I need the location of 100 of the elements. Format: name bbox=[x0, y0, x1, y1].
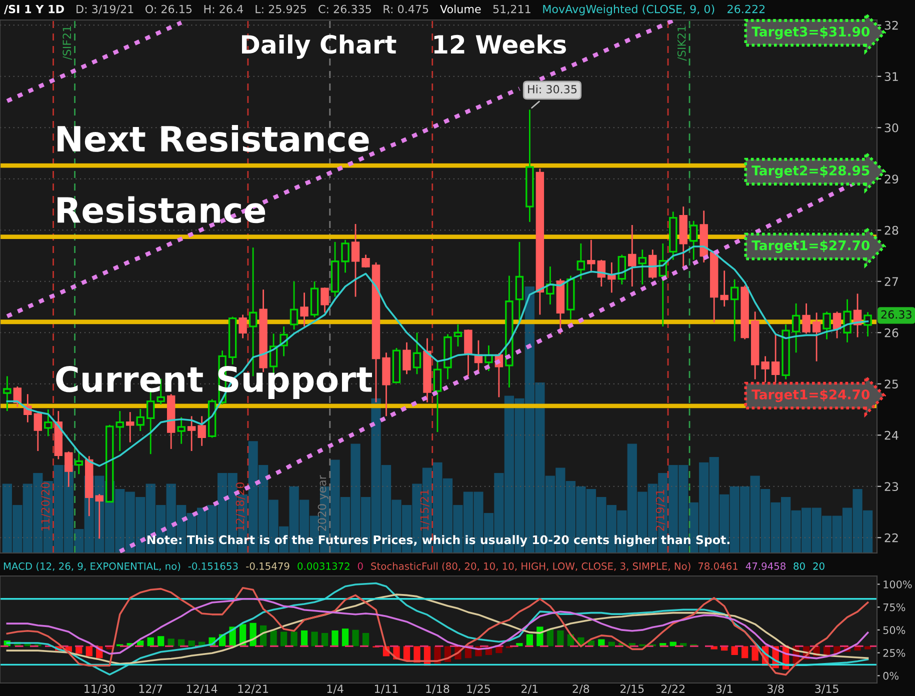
candlestick bbox=[177, 416, 186, 445]
x-tick-label: 2/15 bbox=[620, 684, 644, 694]
x-tick-label: 12/21 bbox=[238, 684, 268, 694]
text: 0.0031372 bbox=[298, 562, 350, 570]
text: C: 26.335 bbox=[318, 4, 371, 14]
candlestick bbox=[44, 408, 52, 437]
annotation: 2020 year bbox=[318, 475, 328, 531]
bar bbox=[290, 632, 298, 646]
text: D: 3/19/21 bbox=[76, 4, 134, 14]
bar bbox=[864, 646, 872, 650]
annotation: /SIF21 bbox=[62, 26, 72, 60]
bar bbox=[300, 630, 308, 646]
y-tick-label: 29 bbox=[884, 174, 898, 184]
candlestick bbox=[536, 168, 544, 316]
text: Daily Chart 12 Weeks bbox=[242, 34, 566, 59]
annotation: /SIK21 bbox=[677, 26, 687, 61]
candlestick bbox=[638, 248, 646, 286]
text: H: 26.4 bbox=[204, 4, 243, 14]
annotation: Target2=$28.95 bbox=[752, 165, 870, 178]
candlestick bbox=[351, 223, 360, 298]
text: MovAvgWeighted (CLOSE, 9, 0) bbox=[543, 4, 714, 16]
bar bbox=[342, 628, 349, 646]
x-tick-label: 12/7 bbox=[139, 684, 162, 694]
y-tick-label: 27 bbox=[884, 277, 898, 286]
text: -0.151653 bbox=[188, 562, 238, 570]
bar bbox=[86, 646, 92, 656]
candlestick bbox=[238, 314, 247, 339]
candlestick bbox=[576, 242, 586, 280]
candlestick bbox=[126, 411, 134, 443]
bar bbox=[270, 630, 277, 646]
annotation: Target1=$24.70 bbox=[752, 389, 870, 402]
candlestick bbox=[3, 375, 12, 412]
bar bbox=[526, 634, 534, 646]
candlestick bbox=[812, 312, 821, 362]
x-tick-label: 1/4 bbox=[327, 684, 344, 694]
text: /SI 1 Y 1D bbox=[4, 4, 64, 14]
y-tick-label: 22 bbox=[884, 533, 898, 542]
y-tick-label: 25% bbox=[883, 649, 906, 657]
candlestick bbox=[843, 298, 852, 344]
y-tick-label: 23 bbox=[884, 482, 898, 492]
candlestick bbox=[116, 410, 124, 452]
ref-line-label: Next Resistance bbox=[58, 125, 369, 152]
x-tick-label: 2/22 bbox=[661, 684, 684, 694]
annotation: 11/20/20 bbox=[41, 482, 50, 530]
text: 51,211 bbox=[493, 4, 530, 14]
candlestick bbox=[730, 278, 739, 342]
bar bbox=[742, 646, 748, 658]
annotation: Hi: 30.35 bbox=[528, 84, 577, 94]
x-tick-label: 1/11 bbox=[374, 684, 398, 694]
x-tick-label: 3/1 bbox=[716, 684, 732, 694]
text: L: 25.925 bbox=[256, 4, 306, 14]
candlestick bbox=[628, 224, 636, 288]
bar bbox=[158, 636, 164, 646]
text: -0.15479 bbox=[246, 562, 290, 570]
x-tick-label: 11/30 bbox=[84, 684, 115, 694]
bar bbox=[332, 630, 338, 646]
bar bbox=[280, 632, 288, 646]
y-tick-label: 32 bbox=[884, 20, 898, 30]
text: 20 bbox=[813, 562, 824, 570]
bar bbox=[188, 640, 195, 646]
candlestick bbox=[423, 338, 432, 404]
text: 78.0461 bbox=[698, 562, 738, 570]
y-tick-label: 30 bbox=[884, 123, 898, 132]
y-tick-label: 0% bbox=[883, 672, 899, 680]
candlestick bbox=[761, 356, 770, 384]
bar bbox=[250, 622, 256, 646]
bar bbox=[362, 632, 370, 646]
bar bbox=[321, 632, 328, 646]
y-tick-label: 26 bbox=[884, 328, 898, 338]
annotation: Target3=$31.90 bbox=[752, 26, 870, 40]
y-tick-label: 25 bbox=[884, 380, 898, 389]
annotation: 26.33 bbox=[881, 310, 912, 319]
text: O: 26.15 bbox=[146, 4, 192, 14]
bar bbox=[311, 632, 318, 646]
candlestick bbox=[515, 241, 524, 322]
x-tick-label: 12/14 bbox=[187, 684, 218, 694]
bar bbox=[352, 630, 359, 646]
candlestick bbox=[792, 302, 800, 354]
y-tick-label: 31 bbox=[884, 72, 898, 82]
annotation: 2/19/21 bbox=[656, 490, 666, 531]
text: 0 bbox=[358, 562, 363, 570]
bar bbox=[168, 638, 174, 646]
candlestick bbox=[382, 352, 390, 417]
x-tick-label: 1/18 bbox=[426, 684, 450, 694]
x-tick-label: 2/8 bbox=[572, 684, 590, 694]
candlestick bbox=[720, 270, 728, 308]
text: 47.9458 bbox=[746, 562, 786, 570]
text: Volume bbox=[440, 4, 481, 14]
y-tick-label: 75% bbox=[883, 603, 906, 612]
text: 26.222 bbox=[728, 4, 765, 14]
text: R: 0.475 bbox=[384, 4, 428, 14]
x-tick-label: 3/8 bbox=[767, 684, 784, 694]
candlestick bbox=[679, 206, 688, 268]
annotation: Note: This Chart is of the Futures Prices, which is usually 10-20 cents higher than Spot. bbox=[147, 535, 730, 547]
annotation: 12/18/20 bbox=[236, 482, 246, 530]
candlestick bbox=[198, 415, 206, 447]
candlestick bbox=[526, 108, 534, 223]
annotation: Target1=$27.70 bbox=[752, 240, 870, 253]
bar bbox=[557, 630, 564, 646]
y-tick-label: 50% bbox=[883, 626, 906, 634]
